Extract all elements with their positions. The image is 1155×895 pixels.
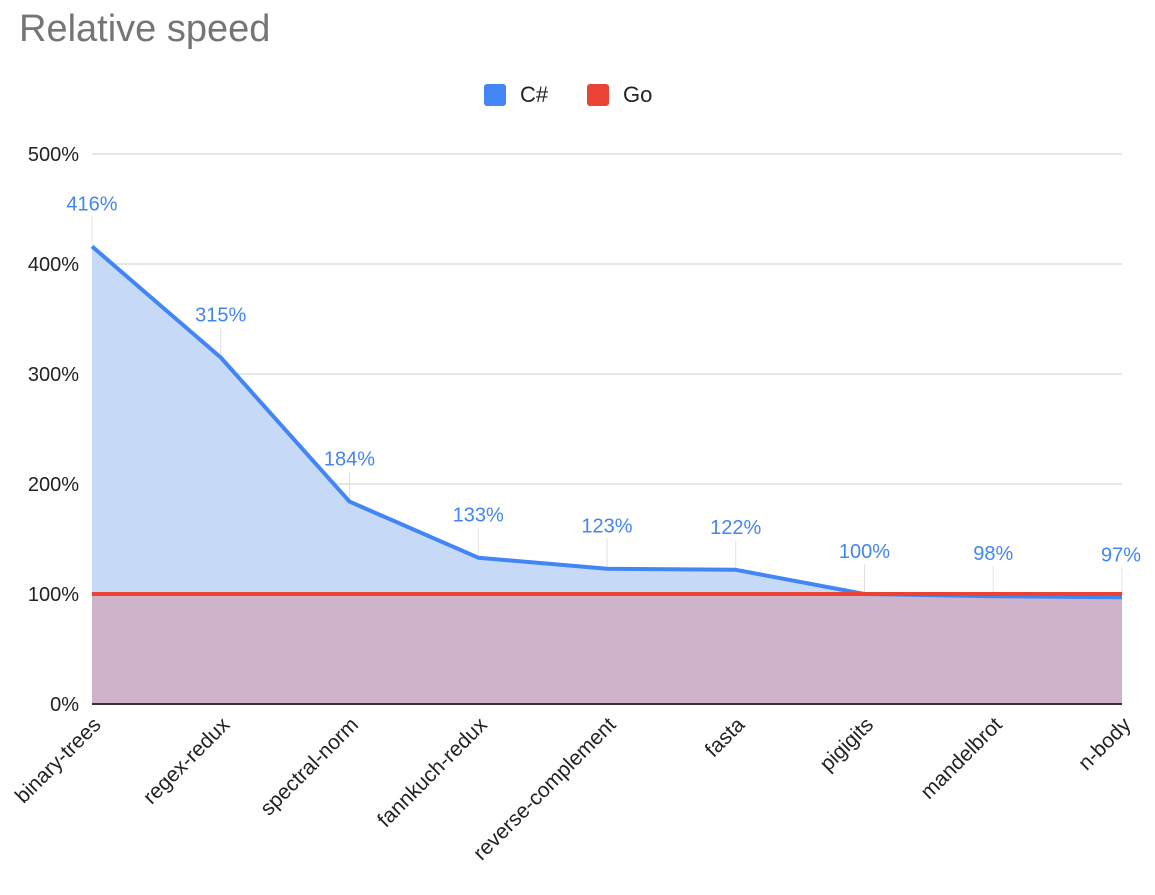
x-tick-label: regex-redux (139, 713, 235, 809)
data-label: 98% (973, 543, 1013, 565)
legend-item-go: Go (587, 82, 652, 108)
x-tick-label: pigigits (816, 713, 878, 775)
legend-swatch-csharp (484, 84, 506, 106)
series-area-csharp (92, 246, 1122, 704)
x-tick-label: mandelbrot (916, 713, 1007, 804)
chart-title: Relative speed (19, 8, 271, 50)
x-tick-label: spectral-norm (256, 713, 363, 820)
y-tick-label: 0% (50, 694, 79, 716)
data-label: 100% (839, 541, 890, 563)
legend-swatch-go (587, 84, 609, 106)
series-area-go (92, 594, 1122, 704)
legend: C# Go (0, 82, 1155, 112)
legend-label-go: Go (623, 82, 653, 107)
y-tick-label: 400% (28, 254, 79, 276)
x-tick-label: n-body (1074, 713, 1136, 775)
data-label: 123% (581, 516, 632, 538)
data-label: 133% (453, 505, 504, 527)
legend-label-csharp: C# (520, 82, 549, 107)
data-label: 122% (710, 517, 761, 539)
y-tick-label: 100% (28, 584, 79, 606)
y-tick-label: 500% (28, 144, 79, 166)
x-tick-label: fasta (701, 713, 750, 762)
x-tick-label: reverse-complement (469, 713, 621, 865)
data-label: 416% (66, 193, 117, 215)
y-tick-label: 300% (28, 364, 79, 386)
data-label: 97% (1101, 544, 1141, 566)
x-tick-label: fannkuch-redux (373, 713, 492, 832)
y-tick-label: 200% (28, 474, 79, 496)
legend-item-csharp: C# (484, 82, 548, 108)
data-label: 315% (195, 305, 246, 327)
data-label: 184% (324, 449, 375, 471)
x-tick-label: binary-trees (11, 713, 106, 808)
